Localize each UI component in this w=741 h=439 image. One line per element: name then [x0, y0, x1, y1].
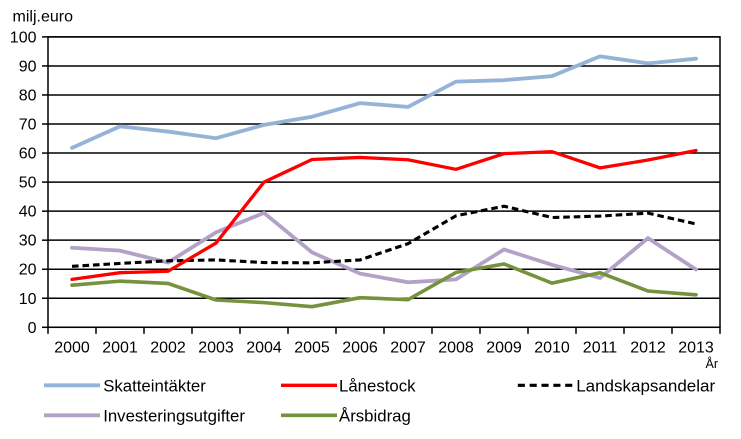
svg-text:2004: 2004 [246, 340, 282, 357]
svg-text:80: 80 [19, 87, 37, 104]
svg-text:Årsbidrag: Årsbidrag [339, 406, 411, 425]
svg-text:60: 60 [19, 146, 37, 163]
svg-text:10: 10 [19, 291, 37, 308]
svg-text:100: 100 [10, 29, 37, 46]
svg-text:2000: 2000 [54, 340, 90, 357]
svg-text:20: 20 [19, 262, 37, 279]
svg-text:Skatteintäkter: Skatteintäkter [103, 376, 206, 395]
svg-text:milj.euro: milj.euro [13, 8, 74, 25]
svg-text:30: 30 [19, 233, 37, 250]
svg-text:0: 0 [28, 320, 37, 337]
svg-text:År: År [706, 356, 719, 371]
svg-text:2005: 2005 [294, 340, 330, 357]
svg-text:2006: 2006 [342, 340, 378, 357]
svg-text:50: 50 [19, 175, 37, 192]
svg-text:2001: 2001 [102, 340, 138, 357]
svg-text:2008: 2008 [438, 340, 474, 357]
svg-text:Investeringsutgifter: Investeringsutgifter [103, 406, 245, 425]
svg-text:2010: 2010 [534, 340, 570, 357]
svg-text:70: 70 [19, 117, 37, 134]
svg-text:2012: 2012 [630, 340, 666, 357]
svg-text:Lånestock: Lånestock [339, 376, 416, 395]
svg-text:2002: 2002 [150, 340, 186, 357]
svg-text:Landskapsandelar: Landskapsandelar [576, 376, 715, 395]
svg-text:2011: 2011 [583, 340, 618, 357]
svg-text:2003: 2003 [198, 340, 234, 357]
svg-text:2007: 2007 [390, 340, 426, 357]
svg-text:40: 40 [19, 204, 37, 221]
svg-text:2009: 2009 [486, 340, 522, 357]
svg-text:90: 90 [19, 58, 37, 75]
svg-text:2013: 2013 [678, 340, 714, 357]
